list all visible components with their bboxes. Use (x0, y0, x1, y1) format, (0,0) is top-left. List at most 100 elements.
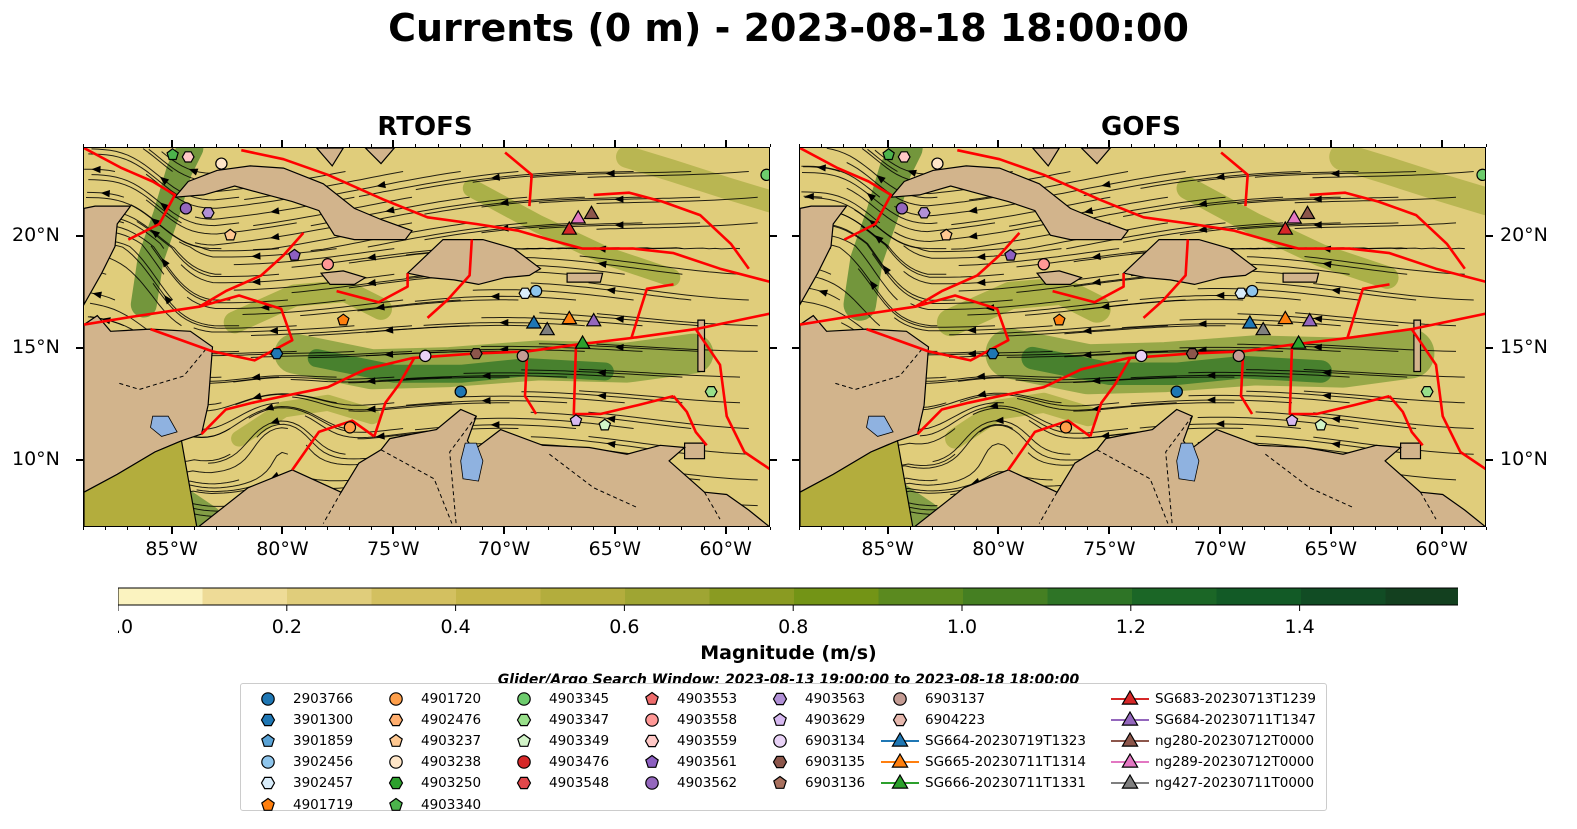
marker-4903558 (1037, 258, 1050, 271)
streamline-arrow (490, 292, 500, 300)
marker-4901720 (343, 421, 357, 434)
x-minor-tick (1197, 144, 1199, 147)
legend-marker-icon (773, 712, 787, 726)
marker-4903349 (598, 418, 612, 431)
x-tick-mark (997, 140, 1000, 147)
legend-label: 4902476 (421, 711, 482, 728)
streamline-arrow (968, 206, 978, 214)
legend-marker-icon (1111, 753, 1149, 768)
x-minor-tick (1397, 527, 1399, 530)
eez-boundary-line (1388, 395, 1424, 447)
marker-4903562 (895, 202, 909, 215)
y-tick-mark (792, 235, 799, 238)
streamline (951, 196, 1111, 226)
legend-item: SG666-20230711T1331 (881, 773, 1086, 794)
streamline (579, 390, 741, 404)
streamline-arrow (968, 232, 978, 240)
x-minor-tick (1330, 144, 1332, 147)
y-tick-label: 20°N (12, 224, 60, 247)
x-minor-tick (1353, 144, 1355, 147)
legend-item: 6904223 (881, 709, 1086, 730)
x-tick-mark (724, 140, 727, 147)
x-tick-mark (1219, 140, 1222, 147)
x-minor-tick (1109, 527, 1111, 530)
x-minor-tick (637, 144, 639, 147)
legend-item: SG664-20230719T1323 (881, 730, 1086, 751)
x-minor-tick (1153, 527, 1155, 530)
streamline-arrow (150, 229, 161, 239)
y-tick-mark (792, 347, 799, 350)
streamline (1304, 256, 1465, 275)
eez-boundary-line (241, 148, 769, 283)
legend-item: 3902457 (249, 773, 353, 794)
x-tick-mark (170, 140, 173, 147)
streamline-arrow (1083, 207, 1094, 215)
streamline-arrow (1215, 420, 1225, 428)
streamline (846, 162, 996, 207)
x-minor-tick (1087, 144, 1089, 147)
x-minor-tick (1397, 144, 1399, 147)
eez-boundary-line (1089, 357, 1132, 437)
streamline (967, 299, 1129, 316)
streamline (854, 209, 1004, 253)
colorbar-segment (202, 588, 288, 605)
x-minor-tick (1264, 144, 1266, 147)
x-minor-tick (1197, 527, 1199, 530)
marker-ng427-20230711T0000 (1255, 321, 1272, 336)
legend-column: 2903766 3901300 3901859 3902456 3902457 49017… (249, 688, 353, 815)
map-panel-rtofs (83, 147, 770, 527)
legend-item: 3901859 (249, 730, 353, 751)
streamline-arrow (1082, 351, 1092, 359)
x-tick-label: 65°W (588, 538, 642, 560)
legend-column: 4903563 4903629 6903134 6903135 6903136 (761, 688, 865, 794)
colorbar-segment (625, 588, 710, 605)
legend-item: 6903134 (761, 730, 865, 751)
streamline-arrow (92, 291, 102, 299)
streamline-arrow (188, 168, 199, 176)
streamline (1294, 343, 1457, 352)
island-bahamas-2 (1080, 148, 1112, 165)
streamline-arrow (1100, 431, 1110, 440)
pacific-ocean-field (800, 439, 914, 526)
legend-label: 6903134 (805, 732, 866, 749)
current-atlantic-ne (1329, 148, 1485, 216)
streamline (801, 191, 881, 224)
marker-4903629 (569, 414, 583, 427)
eez-boundary-line (1346, 283, 1390, 339)
marker-6903135 (469, 348, 483, 360)
legend-label: 2903766 (293, 690, 354, 707)
marker-3901300 (270, 348, 284, 360)
marker-4903563 (201, 207, 215, 219)
x-minor-tick (304, 527, 306, 530)
marker-SG665-20230711T1314 (1277, 310, 1294, 325)
marker-2903766 (454, 385, 467, 398)
streamline (588, 411, 749, 429)
legend-marker-icon (645, 776, 659, 791)
x-minor-tick (1375, 144, 1377, 147)
x-tick-mark (503, 140, 506, 147)
colorbar-tick-label: 1.0 (947, 616, 977, 638)
streamline (242, 299, 404, 315)
eez-boundary-line (504, 151, 534, 207)
legend-item: 4903238 (377, 752, 481, 773)
legend-item: 4903563 (761, 688, 865, 709)
streamline (88, 153, 182, 198)
current-yucatan (843, 148, 923, 321)
colorbar-segment (963, 588, 1048, 605)
eez-boundary-line (630, 283, 674, 339)
x-minor-tick (215, 527, 217, 530)
colorbar-tick-label: 0.0 (118, 616, 133, 638)
legend-item: 4901720 (377, 688, 481, 709)
eez-boundary-line (800, 148, 893, 241)
country-border (1420, 491, 1437, 520)
streamline (130, 204, 280, 252)
marker-4903345 (760, 168, 769, 182)
marker-3901300 (986, 348, 1000, 360)
x-minor-tick (1131, 527, 1133, 530)
country-border (117, 348, 207, 390)
marker-3902456 (529, 284, 543, 298)
marker-4901719 (336, 313, 350, 326)
legend-label: 4903629 (805, 711, 866, 728)
streamline-arrow (251, 278, 261, 286)
x-minor-tick (415, 527, 417, 530)
